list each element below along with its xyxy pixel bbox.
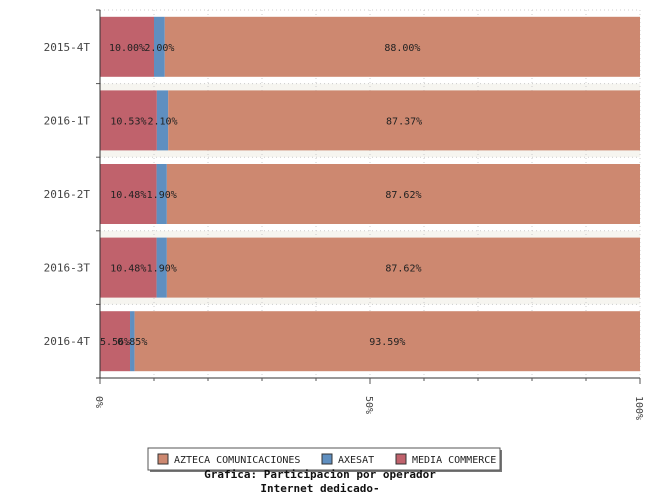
chart-title-line: Grafica: Participacion por operador — [204, 468, 436, 481]
data-label: 10.48% — [110, 264, 146, 275]
chart-title-line: Internet dedicado- — [260, 482, 379, 495]
category-label: 2016-1T — [44, 114, 91, 127]
x-tick-label: 0% — [93, 396, 104, 408]
data-label: 87.37% — [386, 116, 422, 127]
data-label: 87.62% — [385, 264, 421, 275]
category-label: 2015-4T — [44, 41, 91, 54]
data-label: 10.53% — [110, 116, 146, 127]
bar-segment — [166, 164, 641, 224]
axes: 2015-4T 2016-1T 2016-2T 2016-3T 2016-4T 0% 50%… — [44, 9, 644, 420]
legend-swatch — [157, 453, 169, 465]
chart-title: Grafica: Participacion por operadorInter… — [204, 468, 436, 495]
legend-entry: MEDIA COMMERCE — [412, 455, 496, 466]
legend-swatch — [321, 453, 333, 465]
legend: AZTECA COMUNICACIONES AXESAT MEDIA COMMERC… — [147, 447, 502, 472]
bar-segment — [130, 311, 135, 372]
category-label: 2016-3T — [44, 262, 91, 275]
x-tick-label: 50% — [363, 396, 374, 414]
data-label: 1.90% — [147, 264, 177, 275]
bar-segment — [156, 237, 167, 298]
category-label: 2016-4T — [44, 335, 91, 348]
legend-swatch — [395, 453, 407, 465]
bar-segment — [100, 90, 157, 151]
data-label: 88.00% — [384, 43, 420, 54]
bar-segment — [100, 311, 131, 372]
data-label: 10.00% — [109, 43, 145, 54]
bar-segment — [166, 237, 641, 298]
data-label: 1.90% — [147, 190, 177, 201]
legend-entry: AXESAT — [338, 455, 374, 466]
bar-segment — [156, 90, 169, 151]
data-labels: 10.00% 2.00% 88.00% 10.53% 2.10% 87.37% 10.48%… — [100, 43, 422, 348]
category-label: 2016-2T — [44, 188, 91, 201]
bar-segment — [154, 16, 165, 77]
data-label: 5.56% — [100, 337, 130, 348]
bars — [100, 16, 641, 372]
legend-entry: AZTECA COMUNICACIONES — [174, 455, 300, 466]
data-label: 93.59% — [369, 337, 405, 348]
data-label: 0.85% — [117, 337, 147, 348]
data-label: 87.62% — [385, 190, 421, 201]
data-label: 2.10% — [147, 116, 177, 127]
data-label: 10.48% — [110, 190, 146, 201]
bar-segment — [156, 164, 167, 224]
data-label: 2.00% — [144, 43, 174, 54]
bar-segment — [164, 16, 641, 77]
bar-segment — [100, 164, 157, 224]
bar-segment — [100, 237, 157, 298]
bar-segment — [134, 311, 640, 372]
bar-segment — [100, 16, 154, 77]
bar-segment — [168, 90, 640, 151]
x-tick-label: 100% — [633, 396, 644, 420]
